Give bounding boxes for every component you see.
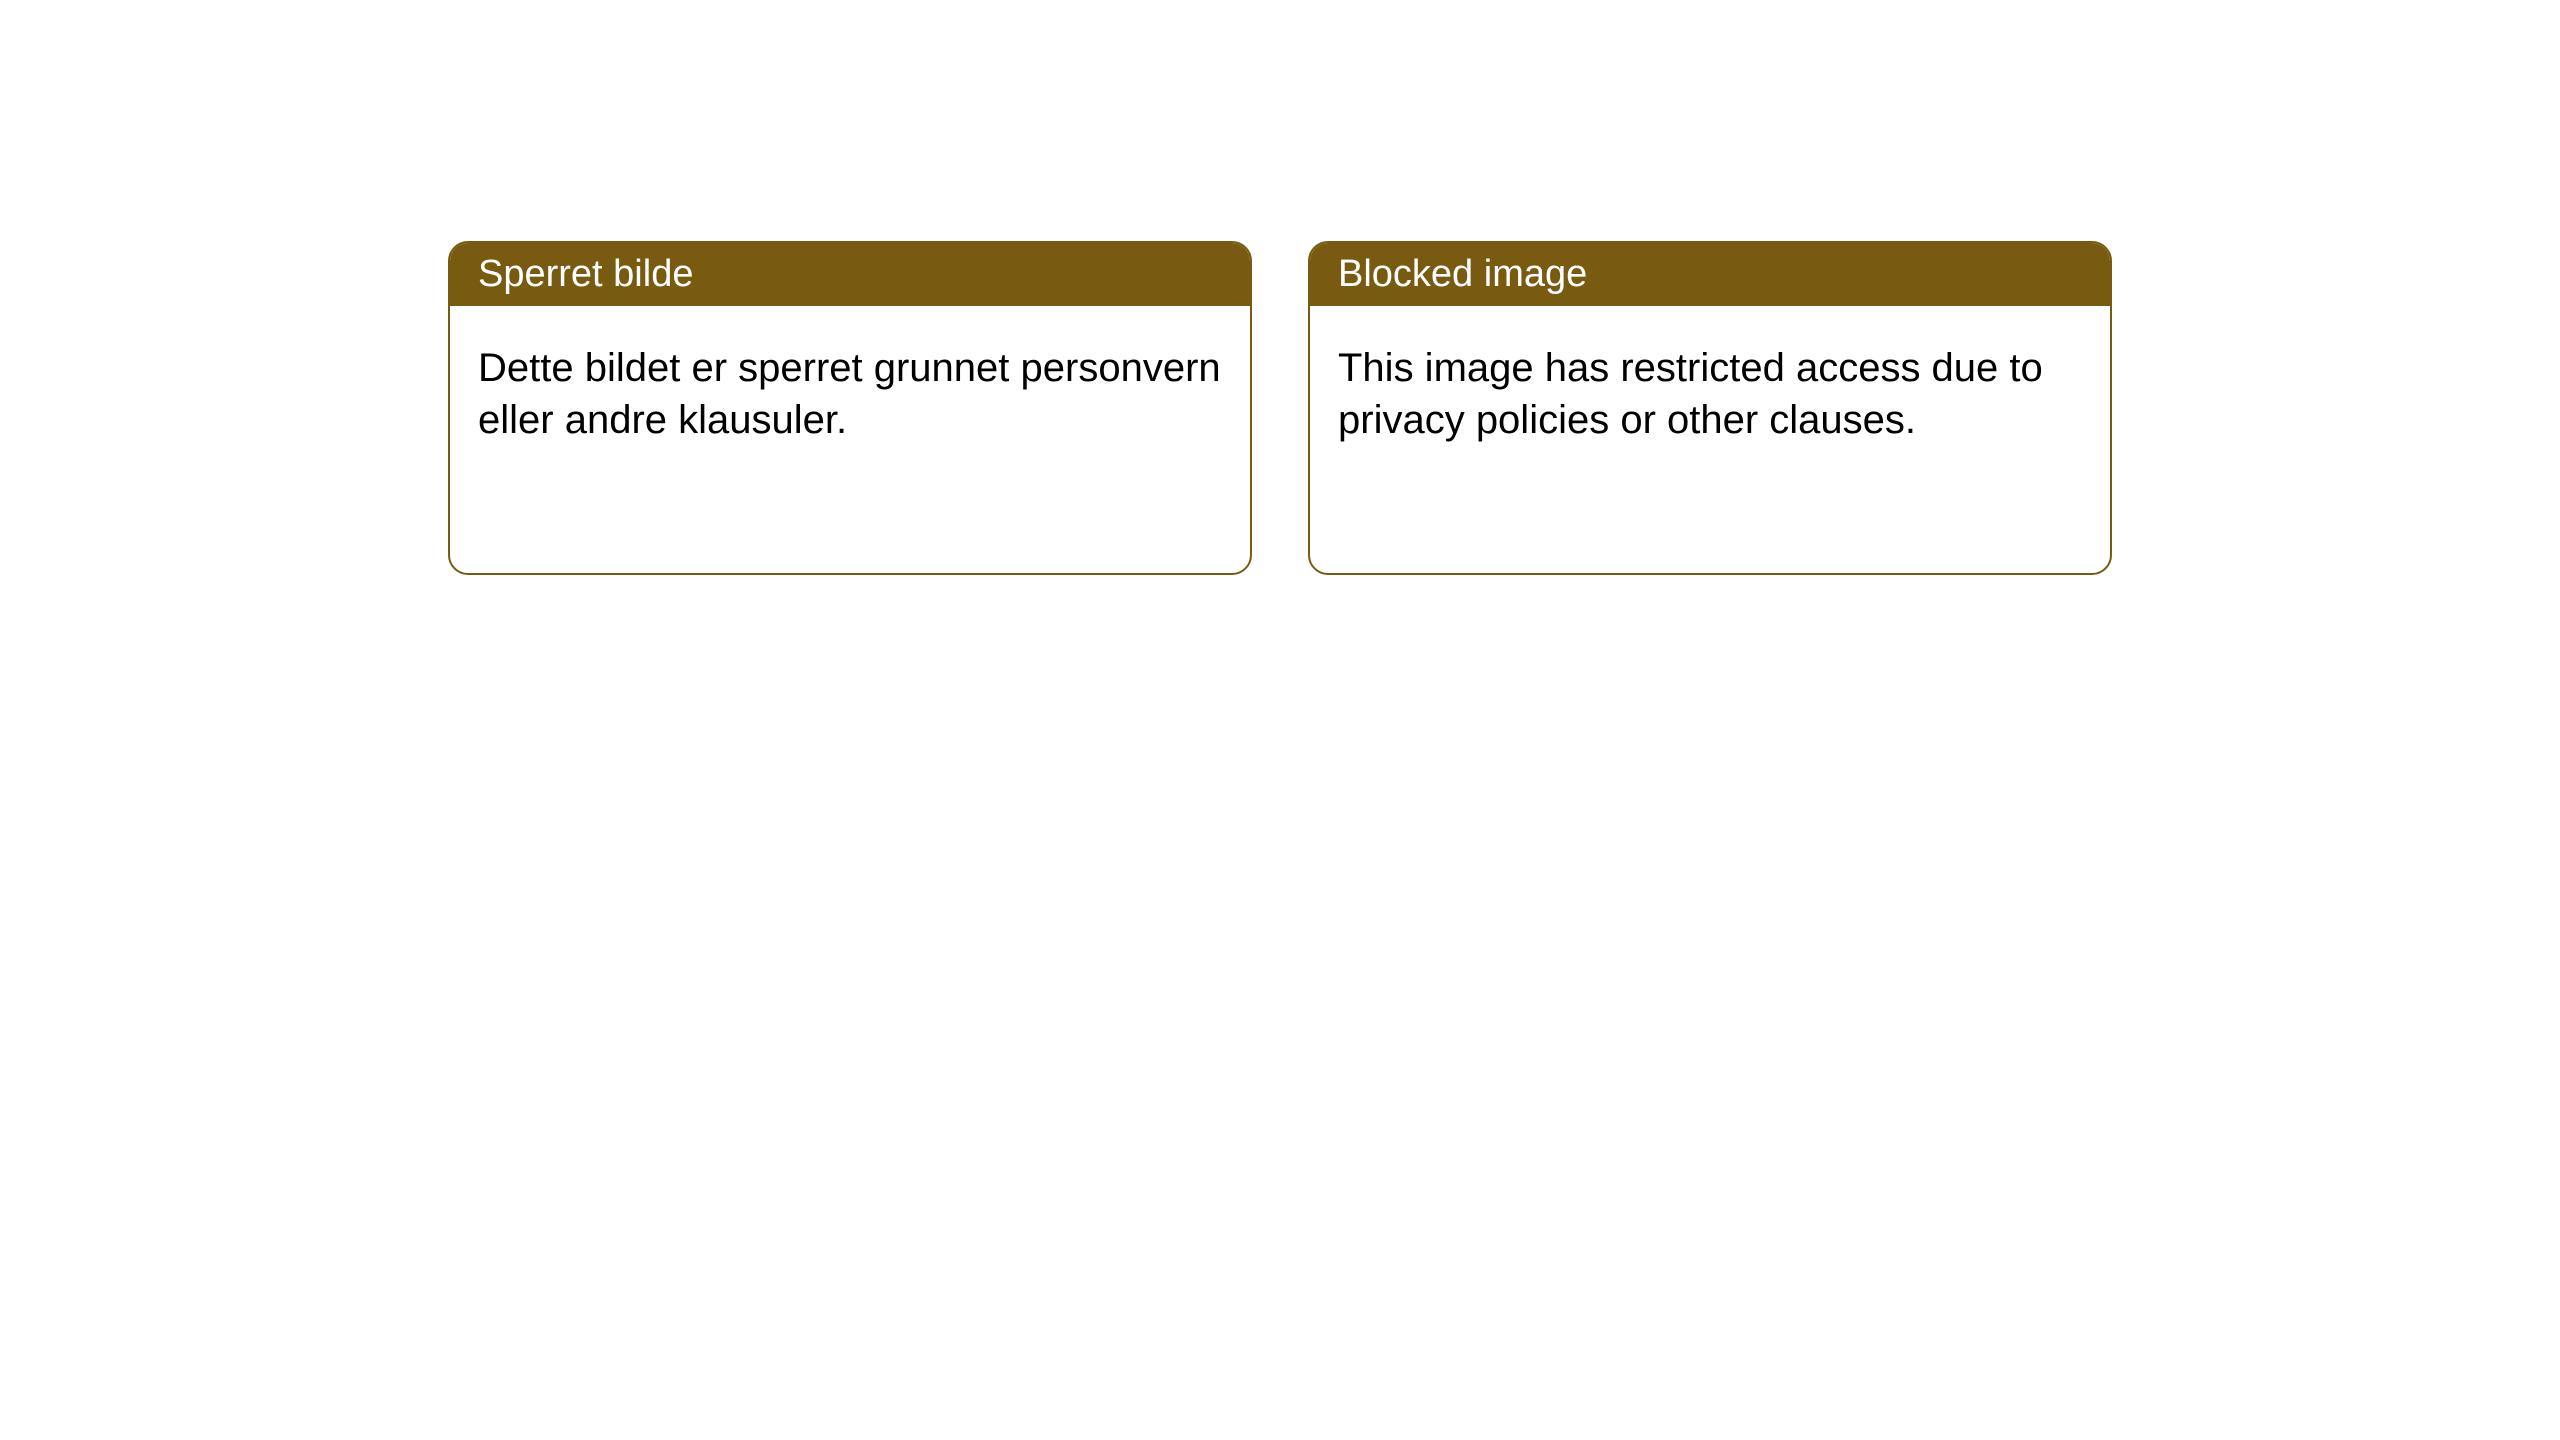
card-header-text: Blocked image bbox=[1338, 253, 1587, 295]
card-body: Dette bildet er sperret grunnet personve… bbox=[450, 306, 1250, 482]
card-header-text: Sperret bilde bbox=[478, 253, 693, 295]
card-body: This image has restricted access due to … bbox=[1310, 306, 2110, 482]
card-header: Blocked image bbox=[1310, 243, 2110, 306]
card-header: Sperret bilde bbox=[450, 243, 1250, 306]
card-body-text: This image has restricted access due to … bbox=[1338, 346, 2043, 442]
card-body-text: Dette bildet er sperret grunnet personve… bbox=[478, 346, 1221, 442]
notice-container: Sperret bilde Dette bildet er sperret gr… bbox=[0, 0, 2560, 575]
notice-card-norwegian: Sperret bilde Dette bildet er sperret gr… bbox=[448, 241, 1252, 575]
notice-card-english: Blocked image This image has restricted … bbox=[1308, 241, 2112, 575]
